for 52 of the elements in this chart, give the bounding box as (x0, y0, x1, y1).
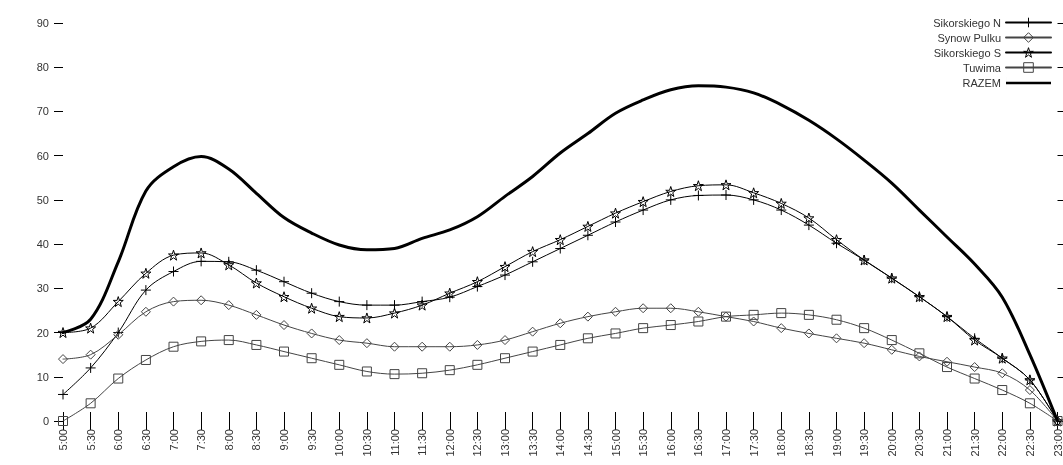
x-tick-label: 18:30 (802, 429, 815, 457)
legend-label: Tuwima (962, 61, 1002, 74)
x-tick-label: 13:00 (499, 429, 511, 457)
x-tick-label: 7:30 (195, 429, 208, 451)
y-tick-label: 30 (36, 282, 49, 295)
y-tick-label: 90 (36, 17, 49, 29)
x-tick-label: 19:30 (858, 429, 871, 457)
x-tick-label: 6:30 (139, 429, 152, 451)
x-tick-label: 7:00 (167, 429, 180, 451)
x-tick-label: 9:00 (278, 429, 290, 451)
x-tick-label: 10:00 (333, 429, 346, 457)
x-tick-label: 15:00 (609, 429, 622, 457)
x-tick-label: 21:00 (941, 429, 953, 457)
x-tick-label: 17:00 (720, 429, 732, 457)
y-tick-label: 70 (36, 105, 49, 118)
x-tick-label: 11:00 (388, 429, 401, 456)
y-tick-label: 20 (36, 326, 49, 339)
y-tick-label: 10 (36, 370, 49, 383)
x-tick-label: 9:30 (305, 429, 318, 451)
x-tick-label: 23:00 (1051, 429, 1063, 457)
x-tick-label: 19:00 (830, 429, 843, 457)
y-tick-label: 0 (42, 415, 49, 427)
x-tick-label: 20:30 (913, 429, 926, 457)
x-tick-label: 6:00 (112, 429, 125, 451)
x-tick-label: 14:00 (554, 429, 567, 457)
x-tick-label: 11:30 (416, 429, 429, 456)
x-tick-label: 18:00 (775, 429, 788, 457)
x-tick-label: 13:30 (526, 429, 539, 457)
x-tick-label: 5:30 (84, 429, 97, 451)
x-tick-label: 16:30 (692, 429, 705, 457)
y-tick-label: 50 (36, 193, 49, 206)
x-tick-label: 12:30 (471, 429, 484, 457)
y-tick-label: 40 (36, 238, 49, 251)
legend-label: RAZEM (962, 77, 1001, 89)
x-tick-label: 17:30 (747, 429, 760, 457)
x-tick-label: 20:00 (885, 429, 898, 457)
legend-label: Sikorskiego S (933, 46, 1001, 59)
x-tick-label: 21:30 (968, 429, 981, 457)
x-tick-label: 16:00 (664, 429, 677, 457)
legend-label: Sikorskiego N (933, 16, 1002, 29)
x-tick-label: 14:30 (581, 429, 594, 457)
x-tick-label: 5:00 (57, 429, 69, 451)
x-tick-label: 10:30 (360, 429, 373, 457)
y-tick-label: 60 (36, 149, 49, 162)
x-tick-label: 8:00 (222, 429, 235, 451)
x-tick-label: 22:00 (996, 429, 1009, 457)
legend-label: Synow Pulku (937, 31, 1001, 44)
x-tick-label: 12:00 (443, 429, 456, 457)
y-tick-label: 80 (36, 61, 49, 74)
x-tick-label: 15:30 (637, 429, 650, 457)
x-tick-label: 8:30 (250, 429, 263, 451)
x-tick-label: 22:30 (1023, 429, 1036, 457)
